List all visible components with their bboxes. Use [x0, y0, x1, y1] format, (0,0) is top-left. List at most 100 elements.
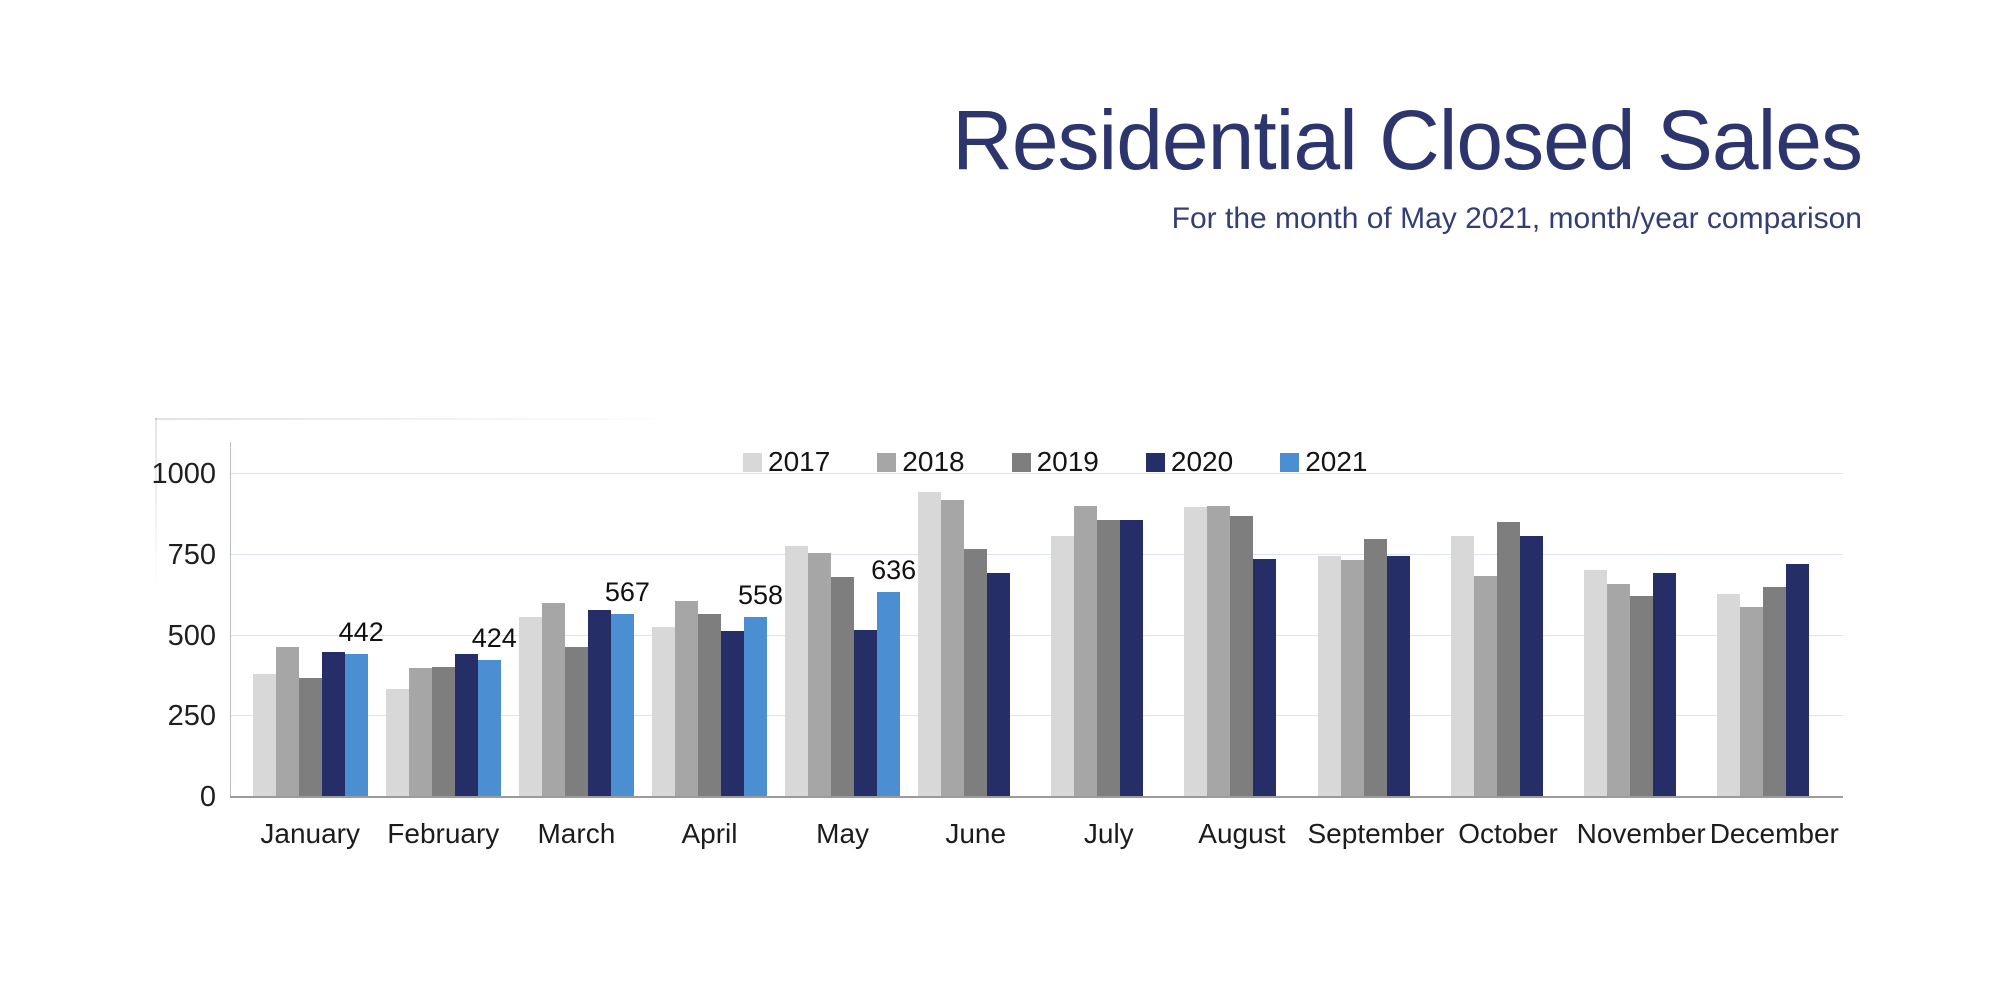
bar-2021-april [744, 616, 767, 797]
chart-subtitle: For the month of May 2021, month/year co… [1171, 202, 1862, 236]
bar-2020-november [1652, 572, 1676, 797]
y-axis-label-500: 500 [167, 619, 216, 652]
gridline-750 [230, 553, 1843, 555]
y-axis-label-0: 0 [199, 781, 216, 813]
bar-2021-february [477, 660, 501, 797]
bar-2019-september [1363, 538, 1387, 797]
bar-2019-october [1496, 521, 1520, 797]
bar-2018-october [1473, 576, 1497, 797]
data-label-2021-february: 424 [471, 623, 517, 654]
x-axis-line [230, 796, 1843, 798]
bar-2020-january [321, 651, 345, 797]
bar-2020-august [1253, 558, 1277, 797]
bar-2018-february [408, 667, 432, 797]
y-axis-label-250: 250 [167, 700, 216, 733]
bar-2020-october [1519, 535, 1543, 797]
gridline-500 [230, 634, 1843, 636]
chart-title: Residential Closed Sales [952, 93, 1863, 187]
bar-2018-may [808, 552, 832, 797]
x-axis-label-july: July [1083, 818, 1134, 849]
chart-header: Residential Closed Sales For the month o… [952, 93, 1863, 236]
y-axis-label-750: 750 [167, 538, 216, 571]
legend-swatch-2017 [743, 452, 762, 472]
data-label-2021-january: 442 [338, 617, 384, 648]
data-label-2021-march: 567 [604, 576, 650, 607]
bar-2020-july [1120, 519, 1144, 797]
legend-item-2017: 2017 [743, 448, 830, 476]
bar-2019-april [698, 613, 721, 797]
bar-2021-january [344, 654, 368, 797]
legend-item-2020: 2020 [1145, 446, 1234, 477]
bar-2017-october [1450, 535, 1474, 797]
legend-swatch-2020 [1145, 452, 1165, 472]
legend-swatch-2018 [877, 452, 897, 472]
bar-2020-march [587, 610, 611, 797]
legend-label-2020: 2020 [1170, 446, 1234, 477]
legend-label-2017: 2017 [768, 446, 831, 477]
gridline-250 [230, 715, 1843, 717]
bar-2020-may [854, 630, 878, 797]
x-axis-label-september: September [1307, 818, 1445, 849]
bar-2020-december [1785, 564, 1809, 797]
card-edge-top [155, 418, 690, 420]
bar-2019-january [298, 677, 322, 797]
legend-label-2019: 2019 [1036, 446, 1099, 477]
bar-2019-december [1762, 587, 1786, 797]
bar-2018-july [1074, 505, 1098, 797]
bar-2021-march [610, 613, 634, 797]
bar-2017-november [1583, 570, 1607, 797]
bar-2019-june [964, 548, 988, 797]
bar-2018-march [541, 603, 565, 797]
bar-2017-december [1716, 593, 1740, 797]
x-axis-label-june: June [945, 818, 1007, 849]
bar-2017-may [785, 546, 809, 797]
bar-2020-april [721, 631, 744, 797]
y-axis-label-1000: 1000 [151, 458, 216, 490]
data-label-2021-may: 636 [871, 554, 917, 585]
data-label-2021-april: 558 [737, 579, 784, 610]
bar-2018-december [1739, 607, 1763, 797]
bar-2020-february [454, 653, 478, 797]
bar-2017-september [1317, 555, 1341, 797]
bar-2018-november [1606, 583, 1630, 797]
legend-item-2018: 2018 [877, 446, 965, 477]
x-axis-label-february: February [387, 818, 500, 849]
bar-2020-june [987, 572, 1011, 797]
legend-label-2018: 2018 [902, 446, 965, 477]
bar-2017-february [385, 688, 409, 797]
bar-2018-january [275, 647, 299, 797]
bar-2018-august [1207, 505, 1231, 797]
x-axis-label-april: April [681, 818, 738, 849]
legend-label-2021: 2021 [1305, 446, 1368, 477]
bar-2019-may [831, 576, 855, 797]
bar-2017-august [1184, 506, 1208, 797]
x-axis-label-january: January [260, 818, 360, 849]
bar-2017-july [1051, 535, 1075, 797]
x-axis-label-march: March [537, 818, 616, 849]
x-axis-label-august: August [1198, 818, 1286, 849]
bar-2018-june [941, 499, 965, 797]
bar-2017-january [252, 674, 276, 797]
x-axis-label-october: October [1458, 818, 1558, 849]
plot-area [230, 442, 1843, 798]
legend-item-2021: 2021 [1280, 448, 1367, 476]
legend-item-2019: 2019 [1011, 446, 1099, 477]
bar-2020-september [1386, 556, 1410, 797]
bar-2018-september [1340, 559, 1364, 797]
bar-2017-june [918, 492, 942, 797]
legend-swatch-2021 [1280, 452, 1300, 472]
bar-2019-august [1230, 516, 1254, 797]
bar-2019-july [1097, 519, 1121, 797]
x-axis-label-november: November [1576, 818, 1706, 849]
bar-2019-february [431, 667, 455, 797]
x-axis-label-december: December [1709, 818, 1839, 849]
bar-2019-november [1629, 596, 1653, 797]
gridline-1000 [230, 473, 1843, 474]
y-axis-line [230, 442, 231, 797]
bar-2017-march [518, 617, 542, 797]
card-edge-left [155, 418, 157, 588]
chart-legend: 2017 2018 2019 2020 2021 [743, 448, 1367, 476]
legend-swatch-2019 [1011, 452, 1031, 472]
bar-2018-april [675, 600, 698, 797]
